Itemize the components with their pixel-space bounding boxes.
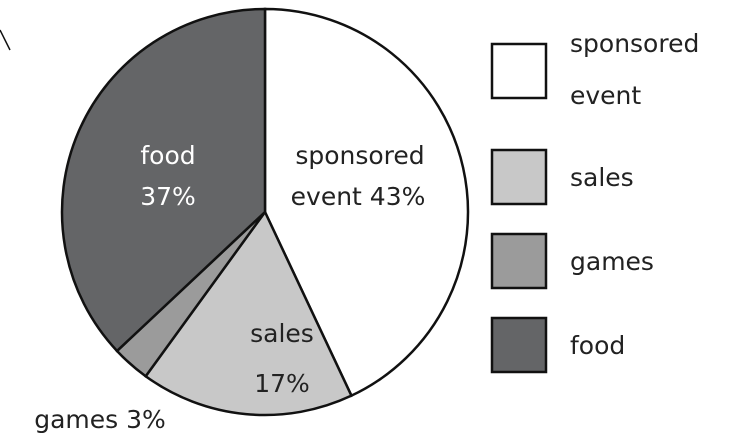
legend-label-sponsored: sponsored	[570, 29, 699, 58]
slice-label-sponsored: event 43%	[291, 182, 426, 211]
legend-swatch-sponsored	[490, 42, 548, 100]
legend-swatch-food	[490, 316, 548, 374]
legend-label-sponsored: event	[570, 81, 641, 110]
slice-label-sales: sales	[250, 319, 314, 348]
slice-label-games: games 3%	[34, 405, 166, 434]
slice-label-sponsored: sponsored	[295, 141, 424, 170]
slice-labels: sponsored event 43% sales 17% games 3% food 37…	[34, 141, 425, 434]
legend-swatch-games	[490, 232, 548, 290]
slice-label-food: food	[140, 141, 195, 170]
leader-line	[0, 29, 11, 51]
legend-swatch-sales	[490, 148, 548, 206]
pie-slice-food	[60, 7, 267, 353]
legend-label-games: games	[570, 247, 654, 276]
slice-label-food: 37%	[140, 182, 196, 211]
slice-label-sales: 17%	[254, 369, 310, 398]
pie-slice-sales	[143, 209, 354, 417]
legend-label-food: food	[570, 331, 625, 360]
pie-slice-sponsored	[263, 7, 470, 398]
legend-label-sales: sales	[570, 163, 634, 192]
legend: sponsored event sales games food	[490, 29, 699, 374]
pie-slices	[60, 7, 470, 417]
